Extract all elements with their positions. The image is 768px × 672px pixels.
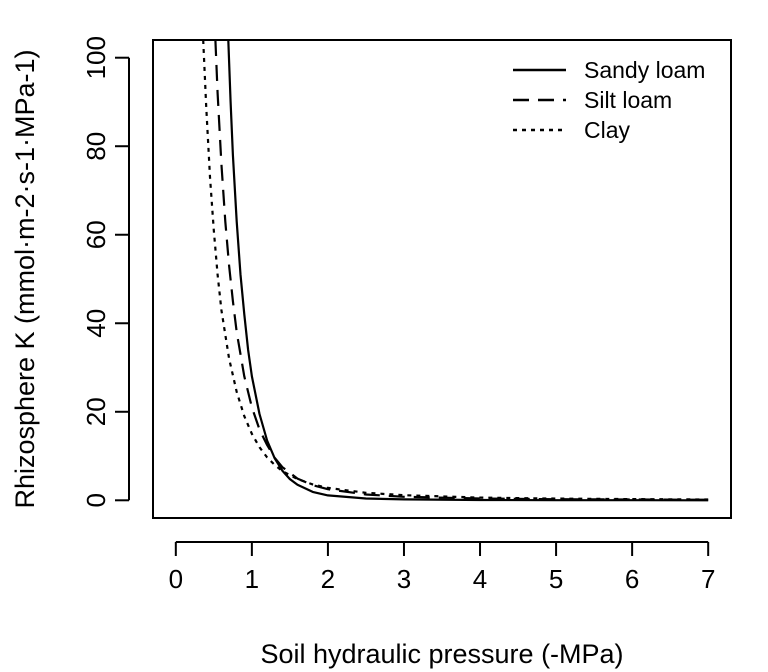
y-tick-label: 20 xyxy=(81,397,111,426)
legend-label: Clay xyxy=(584,117,631,143)
x-tick-label: 7 xyxy=(701,564,715,594)
y-axis-title: Rhizosphere K (mmol·m-2·s-1·MPa-1) xyxy=(10,49,40,508)
legend-label: Silt loam xyxy=(584,87,672,113)
y-tick-label: 60 xyxy=(81,220,111,249)
series-line-silt-loam xyxy=(214,40,709,501)
x-axis: 0 1 2 3 4 5 6 7 xyxy=(169,541,715,594)
y-tick-label: 40 xyxy=(81,309,111,338)
y-tick-label: 0 xyxy=(81,493,111,507)
x-tick-label: 6 xyxy=(625,564,639,594)
legend-label: Sandy loam xyxy=(584,57,705,83)
y-tick-label: 100 xyxy=(81,36,111,79)
x-tick-label: 3 xyxy=(397,564,411,594)
series-layer xyxy=(202,40,709,502)
x-tick-label: 1 xyxy=(245,564,259,594)
legend: Sandy loam Silt loam Clay xyxy=(513,57,705,143)
series-line-clay xyxy=(202,40,709,501)
x-axis-title: Soil hydraulic pressure (-MPa) xyxy=(260,639,623,669)
series-line-sandy-loam xyxy=(227,40,709,502)
y-axis: 0 20 40 60 80 100 xyxy=(81,36,130,508)
x-tick-label: 4 xyxy=(473,564,487,594)
x-tick-label: 5 xyxy=(549,564,563,594)
y-tick-label: 80 xyxy=(81,132,111,161)
plot-frame xyxy=(152,39,732,519)
x-tick-label: 2 xyxy=(321,564,335,594)
x-tick-label: 0 xyxy=(169,564,183,594)
